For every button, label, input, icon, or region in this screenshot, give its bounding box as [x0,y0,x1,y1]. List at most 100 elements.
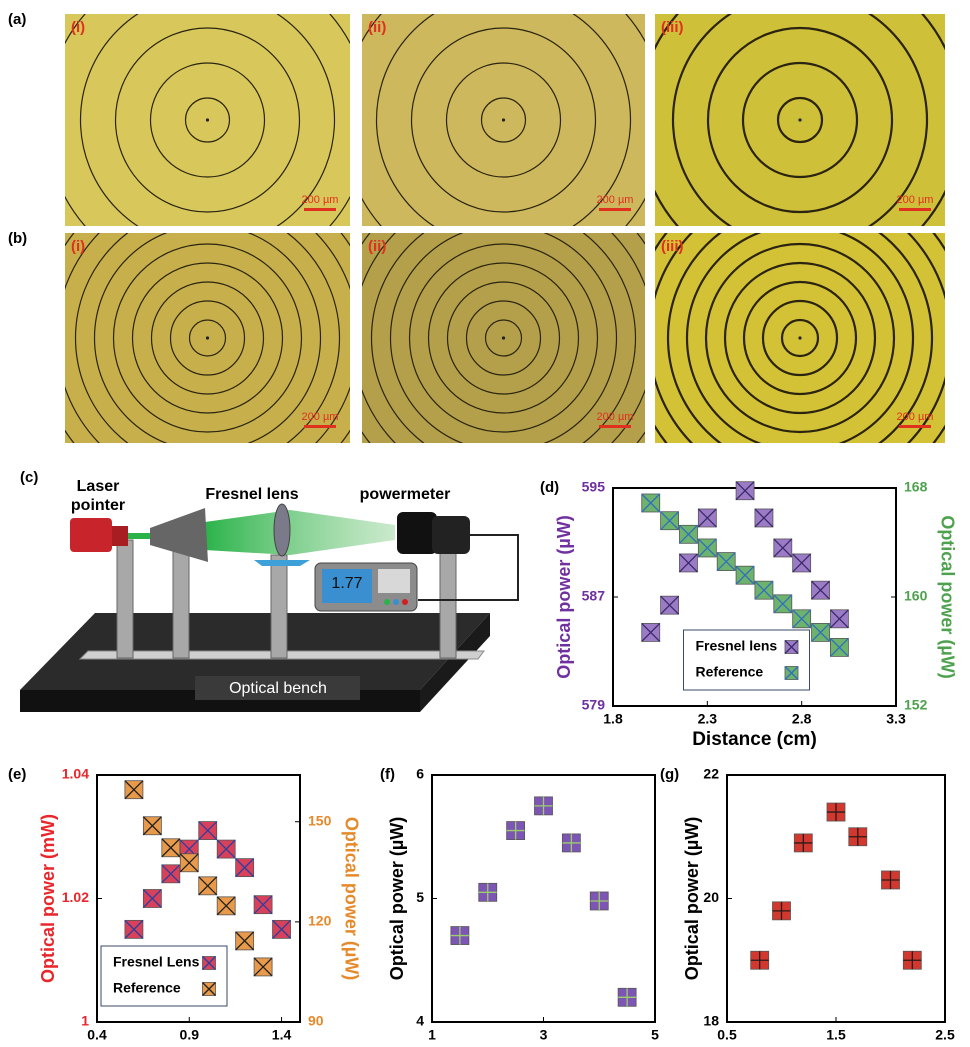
marker [535,797,553,815]
x-tick-label: 1 [428,1027,436,1043]
laser-label: pointer [71,497,125,514]
figure: (c) Laser pointer Fresnel lens powermete… [0,0,970,1047]
x-tick-label: 0.5 [717,1027,737,1043]
center-dot [206,118,209,121]
marker [755,581,773,599]
panel-label: (a) [8,11,26,28]
marker [661,512,679,530]
led [402,599,408,605]
y-tick-label: 587 [582,588,606,604]
led [384,599,390,605]
scale-label: 200 µm [597,411,634,423]
y-tick-label: 1 [81,1013,89,1029]
marker [254,896,272,914]
laser-label: Laser [77,478,120,495]
image-label: (i) [71,19,85,36]
marker [679,525,697,543]
marker [479,883,497,901]
fresnel-lens [274,504,290,556]
marker [736,566,754,584]
center-dot [798,118,801,121]
scale-label: 200 µm [302,194,339,206]
legend-label: Reference [696,664,764,680]
y-tick-label: 1.02 [62,889,89,905]
beam [205,510,395,555]
marker [794,834,812,852]
y-tick-label: 1.04 [62,766,89,782]
marker [162,865,180,883]
marker [812,581,830,599]
laser-tip [112,526,128,546]
keypad [378,569,410,593]
x-tick-label: 3 [540,1027,548,1043]
marker [199,822,217,840]
y-tick-label: 5 [416,889,424,905]
display-value: 1.77 [331,575,362,592]
y2-tick-label: 160 [904,588,928,604]
x-tick-label: 1.4 [272,1027,292,1043]
marker [903,951,921,969]
x-tick-label: 2.8 [792,711,812,727]
marker [236,932,254,950]
y-tick-label: 22 [703,766,719,782]
y2-tick-label: 90 [308,1013,324,1029]
marker [125,781,143,799]
y-axis-label: Optical power (µW) [682,817,702,980]
marker [642,494,660,512]
marker [217,840,235,858]
marker [217,897,235,915]
panel-label: (g) [660,766,679,783]
marker [755,509,773,527]
scale-label: 200 µm [897,411,934,423]
x-tick-label: 3.3 [886,711,906,727]
x-tick-label: 5 [651,1027,659,1043]
marker [698,539,716,557]
y-tick-label: 18 [703,1013,719,1029]
scale-bar [599,425,631,428]
post [440,548,456,658]
marker [717,553,735,571]
marker [562,834,580,852]
lens-label: Fresnel lens [205,486,298,503]
laser [70,518,112,552]
marker [830,638,848,656]
marker [849,828,867,846]
x-tick-label: 2.3 [698,711,718,727]
image-label: (i) [71,238,85,255]
marker [698,509,716,527]
y2-tick-label: 152 [904,697,928,713]
post [173,540,189,658]
scale-bar [899,208,931,211]
post [271,555,287,658]
marker [451,927,469,945]
marker [143,817,161,835]
marker [125,920,143,938]
panel-label: (d) [540,479,559,496]
x-tick-label: 0.4 [87,1027,107,1043]
marker [793,554,811,572]
legend-label: Fresnel lens [696,638,778,654]
marker [736,482,754,500]
marker [882,871,900,889]
marker [590,892,608,910]
image-label: (ii) [368,19,386,36]
x-tick-label: 1.5 [826,1027,846,1043]
scale-label: 200 µm [302,411,339,423]
detector [397,512,437,554]
post [117,540,133,658]
center-dot [206,336,209,339]
x-tick-label: 0.9 [180,1027,200,1043]
marker [203,983,216,996]
y-tick-label: 6 [416,766,424,782]
scale-label: 200 µm [897,194,934,206]
y2-axis-label: Optical power (µW) [937,515,957,678]
scale-bar [599,208,631,211]
image-label: (iii) [661,19,684,36]
y-axis-label: Optical power (µW) [554,515,574,678]
scale-bar [899,425,931,428]
bench-label: Optical bench [229,680,327,697]
marker [827,803,845,821]
marker [661,596,679,614]
marker [254,958,272,976]
led [393,599,399,605]
